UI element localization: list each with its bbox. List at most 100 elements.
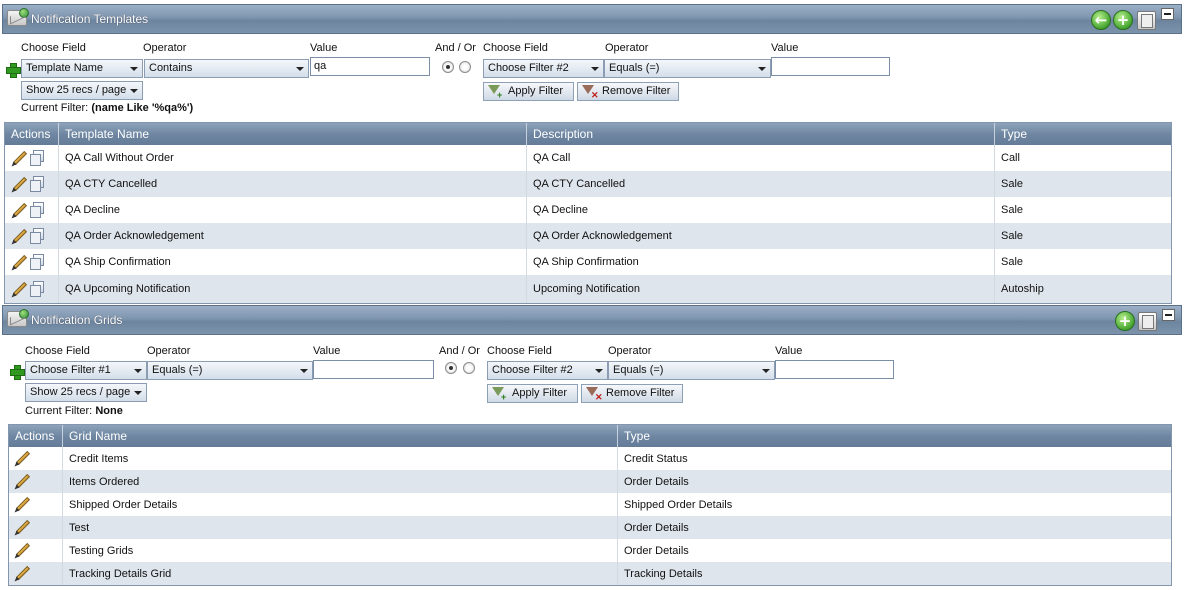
templates-panel-title: Notification Templates bbox=[31, 12, 149, 26]
type-cell: Order Details bbox=[624, 544, 689, 557]
edit-pencil-icon[interactable] bbox=[15, 473, 31, 489]
table-row[interactable]: Testing Grids Order Details bbox=[9, 539, 1171, 562]
add-icon[interactable]: + bbox=[1115, 311, 1135, 331]
value-input-2[interactable] bbox=[771, 57, 890, 76]
envelope-globe-icon bbox=[7, 8, 29, 26]
operator-select[interactable]: Equals (=) bbox=[147, 361, 313, 380]
and-radio[interactable] bbox=[442, 61, 454, 73]
type-cell: Autoship bbox=[1001, 283, 1044, 295]
operator-label-2: Operator bbox=[605, 42, 649, 54]
template-name-cell: QA Order Acknowledgement bbox=[59, 223, 527, 249]
table-row[interactable]: QA Ship Confirmation QA Ship Confirmatio… bbox=[5, 249, 1171, 275]
templates-table: Actions Template Name Description Type Q… bbox=[4, 122, 1172, 304]
or-radio[interactable] bbox=[459, 61, 471, 73]
edit-pencil-icon[interactable] bbox=[15, 519, 31, 535]
copy-icon[interactable] bbox=[30, 281, 44, 297]
choose-field-select-2[interactable]: Choose Filter #2 bbox=[487, 361, 608, 380]
copy-icon[interactable] bbox=[30, 202, 44, 218]
operator-select-2[interactable]: Equals (=) bbox=[608, 361, 775, 380]
minimize-icon[interactable] bbox=[1162, 309, 1175, 321]
template-name-cell: QA Call Without Order bbox=[59, 145, 527, 171]
edit-pencil-icon[interactable] bbox=[12, 150, 28, 166]
remove-filter-button[interactable]: ✕ Remove Filter bbox=[577, 82, 679, 101]
edit-pencil-icon[interactable] bbox=[12, 202, 28, 218]
edit-pencil-icon[interactable] bbox=[15, 496, 31, 512]
table-row[interactable]: Shipped Order Details Shipped Order Deta… bbox=[9, 493, 1171, 516]
copy-icon[interactable] bbox=[30, 228, 44, 244]
edit-pencil-icon[interactable] bbox=[12, 176, 28, 192]
envelope-globe-icon bbox=[7, 309, 29, 327]
table-row[interactable]: QA Call Without Order QA Call Call bbox=[5, 145, 1171, 171]
col-description[interactable]: Description bbox=[527, 123, 995, 145]
type-cell: Sale bbox=[1001, 204, 1024, 216]
apply-filter-button[interactable]: + Apply Filter bbox=[487, 384, 578, 403]
page-size-select[interactable]: Show 25 recs / page bbox=[25, 383, 147, 402]
and-radio[interactable] bbox=[445, 362, 457, 374]
col-type[interactable]: Type bbox=[624, 429, 651, 443]
add-filter-icon[interactable] bbox=[6, 63, 21, 78]
choose-field-select[interactable]: Template Name bbox=[21, 59, 143, 78]
table-row[interactable]: Credit Items Credit Status bbox=[9, 447, 1171, 470]
edit-pencil-icon[interactable] bbox=[12, 281, 28, 297]
col-type[interactable]: Type bbox=[1001, 127, 1028, 141]
table-row[interactable]: Test Order Details bbox=[9, 516, 1171, 539]
col-actions[interactable]: Actions bbox=[9, 425, 63, 447]
table-row[interactable]: QA Upcoming Notification Upcoming Notifi… bbox=[5, 275, 1171, 303]
minimize-icon[interactable] bbox=[1161, 8, 1174, 20]
remove-filter-icon: ✕ bbox=[586, 387, 603, 402]
value-input[interactable]: qa bbox=[310, 57, 430, 76]
choose-field-label: Choose Field bbox=[25, 345, 90, 357]
value-input[interactable] bbox=[313, 360, 434, 379]
table-row[interactable]: Items Ordered Order Details bbox=[9, 470, 1171, 493]
value-label-2: Value bbox=[771, 42, 799, 54]
back-icon[interactable]: ← bbox=[1091, 10, 1111, 30]
operator-select[interactable]: Contains bbox=[144, 59, 309, 78]
edit-pencil-icon[interactable] bbox=[15, 542, 31, 558]
col-actions[interactable]: Actions bbox=[5, 123, 59, 145]
grid-name-cell: Items Ordered bbox=[63, 470, 618, 493]
copy-icon[interactable] bbox=[1138, 312, 1157, 331]
table-row[interactable]: Tracking Details Grid Tracking Details bbox=[9, 562, 1171, 585]
grid-name-cell: Shipped Order Details bbox=[63, 493, 618, 516]
apply-filter-button[interactable]: + Apply Filter bbox=[483, 82, 574, 101]
grid-name-cell: Credit Items bbox=[63, 447, 618, 470]
or-radio[interactable] bbox=[463, 362, 475, 374]
edit-pencil-icon[interactable] bbox=[12, 254, 28, 270]
edit-pencil-icon[interactable] bbox=[15, 565, 31, 581]
description-cell: QA Call bbox=[527, 145, 995, 171]
table-row[interactable]: QA Order Acknowledgement QA Order Acknow… bbox=[5, 223, 1171, 249]
edit-pencil-icon[interactable] bbox=[12, 228, 28, 244]
copy-icon[interactable] bbox=[30, 176, 44, 192]
operator-label: Operator bbox=[147, 345, 191, 357]
description-cell: QA Order Acknowledgement bbox=[527, 223, 995, 249]
operator-select-2[interactable]: Equals (=) bbox=[604, 59, 771, 78]
grids-panel-header: Notification Grids + bbox=[2, 305, 1182, 335]
col-template-name[interactable]: Template Name bbox=[59, 123, 527, 145]
grids-panel-title: Notification Grids bbox=[31, 313, 123, 327]
add-icon[interactable]: + bbox=[1113, 10, 1133, 30]
copy-icon[interactable] bbox=[30, 150, 44, 166]
template-name-cell: QA Decline bbox=[59, 197, 527, 223]
current-filter-label: Current Filter: bbox=[21, 102, 89, 114]
choose-field-label-2: Choose Field bbox=[483, 42, 548, 54]
table-row[interactable]: QA Decline QA Decline Sale bbox=[5, 197, 1171, 223]
apply-filter-icon: + bbox=[492, 387, 506, 402]
grid-name-cell: Testing Grids bbox=[63, 539, 618, 562]
add-filter-icon[interactable] bbox=[10, 365, 25, 380]
copy-icon[interactable] bbox=[30, 254, 44, 270]
copy-icon[interactable] bbox=[1137, 11, 1156, 30]
choose-field-select-2[interactable]: Choose Filter #2 bbox=[483, 59, 604, 78]
edit-pencil-icon[interactable] bbox=[15, 450, 31, 466]
type-cell: Sale bbox=[1001, 230, 1024, 242]
templates-table-header: Actions Template Name Description Type bbox=[5, 123, 1171, 145]
remove-filter-button[interactable]: ✕ Remove Filter bbox=[581, 384, 683, 403]
value-input-2[interactable] bbox=[775, 360, 894, 379]
grid-name-cell: Tracking Details Grid bbox=[63, 562, 618, 585]
page-size-select[interactable]: Show 25 recs / page bbox=[21, 81, 143, 100]
col-grid-name[interactable]: Grid Name bbox=[63, 425, 618, 447]
operator-label: Operator bbox=[143, 42, 187, 54]
current-filter-value: (name Like '%qa%') bbox=[91, 102, 194, 114]
value-label: Value bbox=[310, 42, 338, 54]
choose-field-select[interactable]: Choose Filter #1 bbox=[25, 361, 147, 380]
table-row[interactable]: QA CTY Cancelled QA CTY Cancelled Sale bbox=[5, 171, 1171, 197]
